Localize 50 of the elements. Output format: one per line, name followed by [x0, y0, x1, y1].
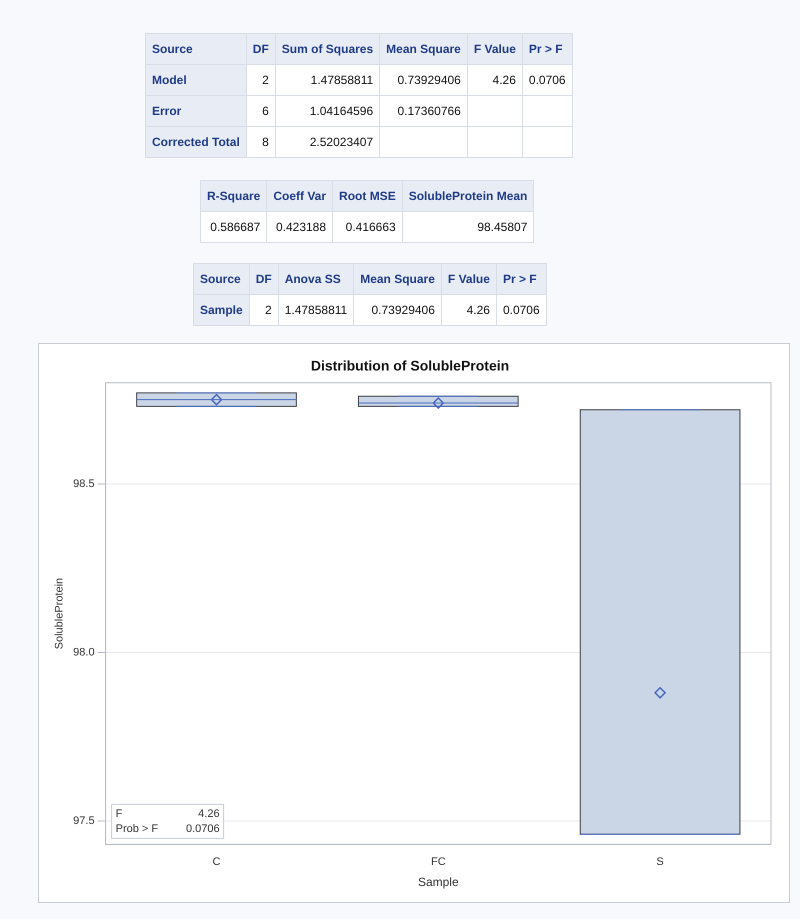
text: Sample — [200, 303, 243, 317]
text: 0.0706 — [528, 73, 566, 87]
text: 0.423188 — [276, 220, 326, 234]
y-tick-label: 98.5 — [73, 478, 95, 490]
category-label: Pr > F — [496, 264, 546, 294]
text: Corrected Total — [152, 135, 240, 149]
category-label: Anova SS — [278, 264, 354, 294]
category-label: Mean Square — [354, 264, 442, 294]
category-label: Root MSE — [332, 180, 402, 212]
y-tick-label: 98.0 — [73, 646, 95, 658]
category-label: R-Square — [200, 180, 267, 212]
text: 2.52023407 — [310, 135, 374, 149]
x-tick-label: C — [212, 856, 221, 868]
text: 0.73929406 — [372, 303, 435, 317]
text: 6 — [262, 104, 269, 118]
category-label: SolubleProtein Mean — [402, 180, 534, 212]
text: F 4.26 — [116, 808, 220, 820]
x-tick-label: S — [656, 856, 664, 868]
text: Model — [152, 73, 187, 87]
text: 8 — [262, 135, 269, 149]
category-label: Source — [146, 34, 246, 64]
text: 1.47858811 — [310, 73, 374, 87]
category-label: F Value — [441, 264, 496, 294]
category-label: Coeff Var — [266, 180, 333, 212]
text: 2 — [262, 73, 269, 87]
text: 0.0706 — [502, 303, 540, 317]
category-label: F Value — [467, 34, 522, 64]
category-label: Mean Square — [380, 34, 468, 64]
category-label: DF — [246, 34, 276, 64]
y-axis-title: SolubleProtein — [54, 578, 66, 650]
text: Error — [152, 104, 182, 118]
category-label: Source — [194, 264, 250, 294]
text: 0.17360766 — [397, 104, 461, 118]
text: 0.73929406 — [397, 73, 461, 87]
x-tick-label: FC — [430, 856, 446, 868]
text: 0.416663 — [346, 220, 396, 234]
x-axis-title: Sample — [418, 875, 459, 890]
text: 4.26 — [492, 73, 516, 87]
text: 98.45807 — [477, 220, 528, 234]
category-label: DF — [249, 264, 278, 294]
text: 1.47858811 — [284, 303, 348, 317]
category-label: Sum of Squares — [275, 34, 380, 64]
y-tick-label: 97.5 — [73, 814, 95, 827]
chart-title: Distribution of SolubleProtein — [310, 357, 510, 374]
text: 1.04164596 — [310, 104, 374, 118]
text: Prob > F 0.0706 — [116, 822, 220, 835]
category-label: Pr > F — [522, 34, 572, 64]
text: 0.586687 — [210, 220, 260, 234]
text: 2 — [265, 303, 272, 317]
text: 4.26 — [466, 303, 490, 317]
